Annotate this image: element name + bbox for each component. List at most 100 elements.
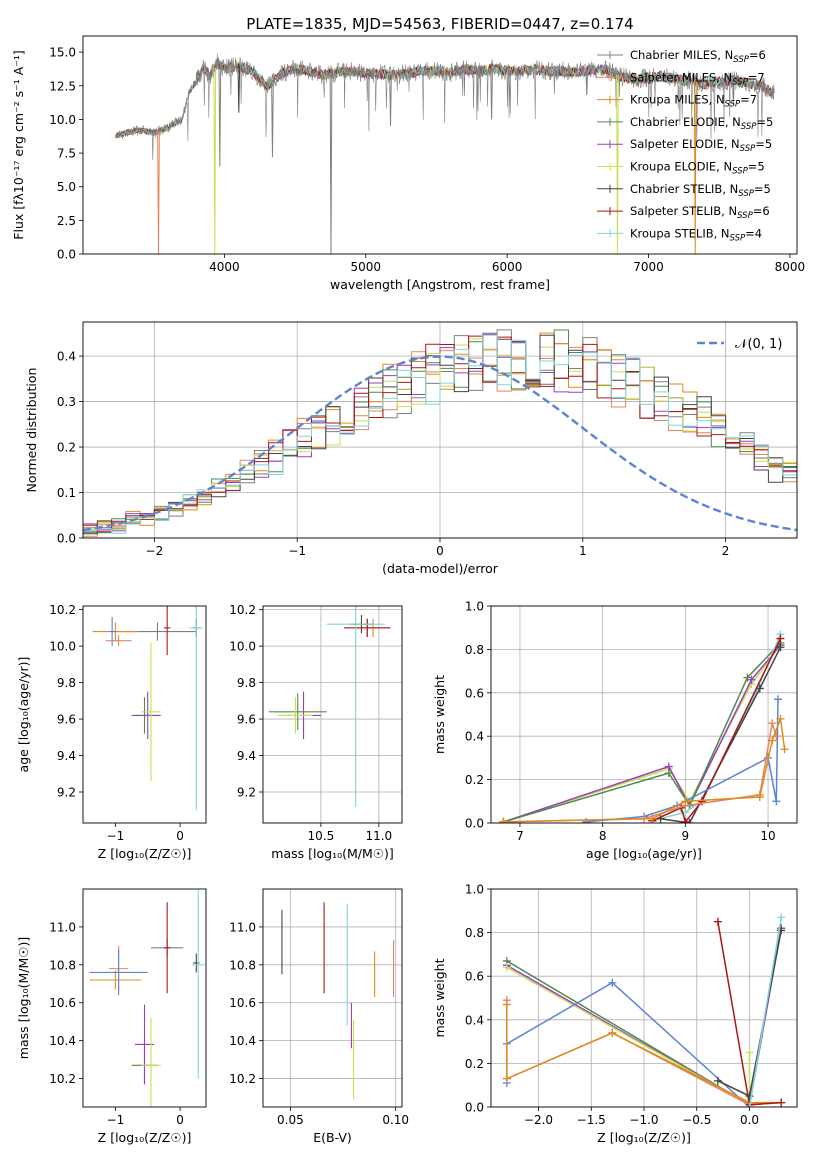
weight-point-k_miles xyxy=(681,797,690,806)
y-tick-label: 9.8 xyxy=(57,676,76,690)
y-tick-label: 9.6 xyxy=(57,713,76,727)
series-lines xyxy=(502,913,786,1107)
weight-point-k_elodie xyxy=(502,963,511,972)
y-axis-label: mass weight xyxy=(432,675,447,754)
x-axis-label: Z [log₁₀(Z/Z☉)] xyxy=(98,1130,192,1145)
y-tick-label: 10.2 xyxy=(229,603,256,617)
axes-frame xyxy=(262,888,403,1108)
weight-point-k_miles xyxy=(608,1028,617,1037)
axes-frame xyxy=(82,605,207,824)
weight-line-k_miles xyxy=(503,718,786,823)
y-axis-label: Flux [fλ10⁻¹⁷ erg cm⁻² s⁻¹ A⁻¹] xyxy=(11,50,26,239)
legend-value: =5 xyxy=(756,115,773,129)
y-tick-label: 9.6 xyxy=(237,713,256,727)
y-tick-label: 1.0 xyxy=(465,600,484,614)
weight-point-c_stelib xyxy=(713,1076,722,1085)
y-tick-label: 9.2 xyxy=(57,786,76,800)
y-tick-label: 0.2 xyxy=(465,773,484,787)
legend-sub: SSP xyxy=(740,144,756,154)
y-tick-label: 0.3 xyxy=(57,395,76,409)
x-tick-label: −2.0 xyxy=(524,1113,553,1127)
legend-label: Chabrier ELODIE, NSSP=5 xyxy=(630,115,773,132)
y-tick-label: 11.0 xyxy=(229,920,256,934)
x-tick-label: 1 xyxy=(579,544,587,558)
weight-point-c_elodie xyxy=(664,769,673,778)
y-tick-label: 10.0 xyxy=(229,640,256,654)
absorption-line xyxy=(490,68,493,120)
x-tick-label: 10 xyxy=(760,829,775,843)
weight-line-s_elodie xyxy=(503,644,782,823)
absorption-line xyxy=(213,67,217,254)
x-axis-label: age [log₁₀(age/yr)] xyxy=(586,846,702,861)
x-tick-label: 11.0 xyxy=(365,829,392,843)
weight-point-extra_blue xyxy=(582,817,591,823)
absorption-line xyxy=(271,81,274,158)
weight-point-s_elodie xyxy=(747,675,756,684)
legend-label: Kroupa STELIB, NSSP=4 xyxy=(630,226,762,243)
weight-point-s_miles xyxy=(768,719,777,728)
y-tick-label: 0.4 xyxy=(57,350,76,364)
y-tick-label: 9.2 xyxy=(237,786,256,800)
y-tick-label: 9.4 xyxy=(57,749,76,763)
x-axis-label: wavelength [Angstrom, rest frame] xyxy=(330,277,550,292)
weight-line-extra_blue xyxy=(586,699,779,823)
y-tick-label: 0.2 xyxy=(465,1057,484,1071)
x-tick-label: 2 xyxy=(722,544,730,558)
errorbars xyxy=(281,902,395,1100)
histogram-k_stelib xyxy=(83,334,797,534)
legend-value: =7 xyxy=(740,93,757,107)
weight-point-k_stelib xyxy=(777,913,786,922)
weight-point-extra_blue xyxy=(773,695,782,704)
y-tick-label: 9.4 xyxy=(237,749,256,763)
x-tick-label: 0.0 xyxy=(740,1113,759,1127)
legend-sub: SSP xyxy=(741,122,757,132)
x-tick-label: 5000 xyxy=(350,260,381,274)
x-tick-label: −2 xyxy=(146,544,164,558)
x-tick-label: −1 xyxy=(107,829,125,843)
y-axis-label: age [log₁₀(age/yr)] xyxy=(16,657,31,773)
x-tick-label: 0.05 xyxy=(277,1113,304,1127)
mass_weight_vs_age-panel: 7 8 9 10 0.0 0.2 0.4 0.6 0.8 1.0 age [log₁₀(age/yr… xyxy=(432,600,798,861)
y-tick-label: 0.8 xyxy=(465,926,484,940)
y-tick-label: 11.0 xyxy=(49,920,76,934)
y-tick-label: 5.0 xyxy=(57,180,76,194)
x-tick-label: −1.0 xyxy=(629,1113,658,1127)
mass_vs_Z-panel: −1 0 10.2 10.4 10.6 10.8 11.0 Z [log₁₀(Z/Z☉)] ma… xyxy=(16,888,207,1145)
y-tick-label: 10.0 xyxy=(49,640,76,654)
weight-point-k_elodie xyxy=(745,1048,754,1057)
y-tick-label: 0.4 xyxy=(465,1013,484,1027)
x-tick-label: 0 xyxy=(176,1113,184,1127)
axes-frame xyxy=(490,888,798,1108)
weight-line-c_elodie xyxy=(503,642,782,823)
y-tick-label: 7.5 xyxy=(57,147,76,161)
y-tick-label: 10.2 xyxy=(49,603,76,617)
weight-point-extra_blue xyxy=(608,978,617,987)
weight-line-k_stelib xyxy=(748,917,782,1107)
x-tick-label: −0.5 xyxy=(682,1113,711,1127)
x-tick-label: 4000 xyxy=(209,260,240,274)
legend-value: =6 xyxy=(749,48,766,62)
errorbars xyxy=(92,606,203,811)
x-tick-label: 0.10 xyxy=(382,1113,409,1127)
absorption-line xyxy=(693,81,697,254)
y-tick-label: 15.0 xyxy=(49,46,76,60)
x-tick-label: 7 xyxy=(516,829,524,843)
weight-point-k_miles xyxy=(776,714,785,723)
x-tick-label: 6000 xyxy=(492,260,523,274)
weight-point-s_stelib xyxy=(776,634,785,643)
weight-point-k_miles xyxy=(502,1000,511,1009)
x-tick-label: 8 xyxy=(599,829,607,843)
legend-value: =5 xyxy=(754,182,771,196)
legend-sub: SSP xyxy=(732,167,748,177)
y-axis-label: mass [log₁₀(M/M☉)] xyxy=(16,937,31,1059)
x-axis-label: Z [log₁₀(Z/Z☉)] xyxy=(597,1130,691,1145)
legend-label: Salpeter STELIB, NSSP=6 xyxy=(630,204,770,221)
weight-point-k_miles xyxy=(768,736,777,745)
legend-label: Chabrier STELIB, NSSP=5 xyxy=(630,182,771,199)
legend-sub: SSP xyxy=(730,233,746,243)
errorbars xyxy=(268,606,391,807)
y-tick-label: 10.6 xyxy=(49,996,76,1010)
weight-point-k_miles xyxy=(499,817,508,823)
y-tick-label: 0.6 xyxy=(465,686,484,700)
